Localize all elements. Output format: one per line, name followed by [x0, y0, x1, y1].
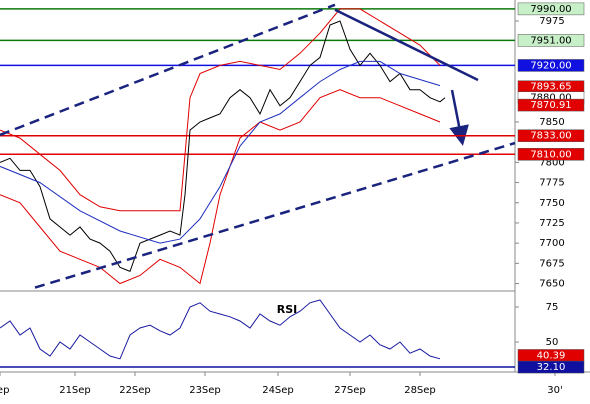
plot-area — [0, 0, 515, 370]
level-label: 7833.00 — [530, 131, 571, 142]
y-tick-label: 7725 — [539, 218, 564, 229]
x-tick-label: 30' — [547, 385, 562, 396]
level-label: 7990.00 — [530, 4, 571, 15]
y-tick-label: 7975 — [539, 16, 564, 27]
x-tick-label: 22Sep — [119, 385, 151, 396]
x-tick-label: 28Sep — [404, 385, 436, 396]
trend-line — [0, 3, 336, 137]
y-tick-label: 7775 — [539, 178, 564, 189]
x-tick-label: Sep — [0, 385, 9, 396]
price-label: 7870.91 — [530, 100, 571, 111]
y-tick-label: 7800 — [539, 157, 564, 168]
y-tick-label: 7650 — [539, 279, 564, 290]
y-tick-label: 7675 — [539, 258, 564, 269]
y-tick-label: 7850 — [539, 117, 564, 128]
y-tick-label: 7750 — [539, 198, 564, 209]
trend-line — [334, 8, 479, 82]
level-label-box — [517, 59, 585, 72]
level-label-box — [517, 34, 585, 47]
level-label-box — [517, 129, 585, 142]
rsi-title: RSI — [277, 303, 298, 316]
y-tick-label: 7700 — [539, 238, 564, 249]
rsi-tick-label: 50 — [546, 337, 559, 348]
rsi-label: 40.39 — [537, 350, 566, 361]
price-line — [0, 89, 441, 285]
rsi-label: 32.10 — [537, 362, 566, 373]
rsi-line — [0, 299, 441, 360]
level-label-box — [517, 148, 585, 161]
x-tick-label: 24Sep — [262, 385, 294, 396]
price-label: 7880.00 — [530, 93, 571, 104]
level-label: 7951.00 — [530, 35, 571, 46]
x-tick-label: 27Sep — [334, 385, 366, 396]
price-line — [0, 20, 446, 273]
price-label: 7893.65 — [530, 82, 571, 93]
price-line — [0, 60, 441, 244]
price-line — [0, 8, 441, 212]
trend-line — [34, 141, 516, 289]
x-tick-label: 21Sep — [59, 385, 91, 396]
forecast-arrow — [449, 89, 469, 146]
rsi-label-box — [517, 360, 585, 374]
level-label-box — [517, 2, 585, 16]
rsi-tick-label: 75 — [546, 302, 559, 313]
level-label: 7920.00 — [530, 60, 571, 71]
x-tick-label: 23Sep — [189, 385, 221, 396]
price-label-box — [517, 98, 585, 112]
level-label: 7810.00 — [530, 149, 571, 160]
